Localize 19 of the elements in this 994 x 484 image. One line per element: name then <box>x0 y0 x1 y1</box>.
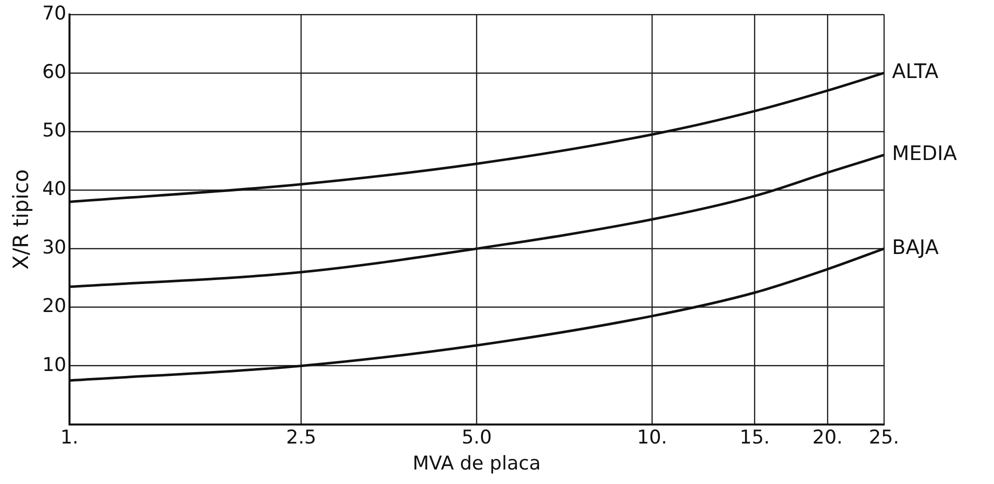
y-tick-label: 20 <box>42 295 66 318</box>
y-axis-title: X/R tipico <box>9 169 34 270</box>
x-tick-label: 2.5 <box>286 426 316 449</box>
x-tick-label: 25. <box>868 426 900 449</box>
y-tick-label: 10 <box>42 354 66 376</box>
x-axis-title: MVA de placa <box>412 452 541 475</box>
series-label: ALTA <box>892 59 939 84</box>
x-tick-label: 15. <box>740 426 770 449</box>
series-label: MEDIA <box>892 141 958 166</box>
y-tick-label: 40 <box>42 178 66 200</box>
y-tick-label: 50 <box>42 119 66 142</box>
x-tick-label: 5.0 <box>462 426 492 449</box>
y-tick-label: 60 <box>42 60 66 83</box>
x-tick-label: 10. <box>637 426 668 449</box>
x-tick-label: 1. <box>60 426 78 449</box>
y-tick-label: 30 <box>42 236 66 259</box>
y-tick-label: 70 <box>42 2 66 24</box>
x-tick-label: 20. <box>812 426 843 449</box>
series-label: BAJA <box>892 234 939 259</box>
